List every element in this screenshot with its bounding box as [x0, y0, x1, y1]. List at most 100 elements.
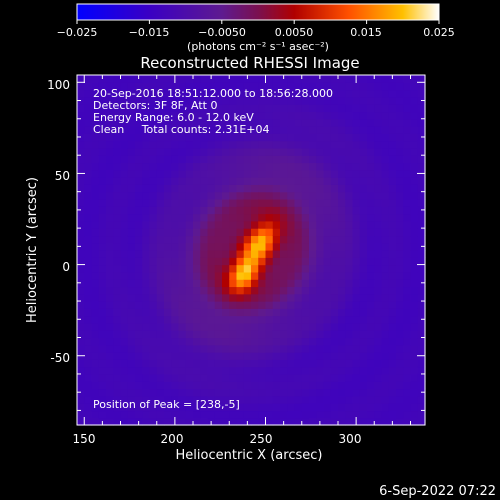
heatmap-pixel	[77, 271, 85, 280]
heatmap-pixel	[309, 330, 317, 339]
heatmap-pixel	[309, 359, 317, 368]
heatmap-pixel	[280, 177, 288, 185]
heatmap-pixel	[113, 381, 122, 390]
heatmap-pixel	[156, 198, 165, 207]
heatmap-pixel	[214, 220, 223, 229]
heatmap-pixel	[374, 191, 383, 200]
heatmap-pixel	[287, 177, 296, 185]
heatmap-pixel	[120, 96, 129, 105]
heatmap-pixel	[258, 75, 267, 83]
heatmap-pixel	[367, 111, 375, 120]
heatmap-pixel	[258, 395, 267, 404]
heatmap-pixel	[258, 191, 267, 200]
heatmap-pixel	[338, 344, 346, 353]
heatmap-pixel	[410, 155, 419, 164]
heatmap-pixel	[410, 373, 419, 382]
heatmap-pixel	[200, 162, 209, 171]
heatmap-pixel	[294, 373, 303, 382]
heatmap-pixel	[142, 279, 151, 288]
heatmap-pixel	[142, 169, 151, 178]
heatmap-pixel	[84, 133, 93, 142]
heatmap-pixel	[388, 96, 397, 105]
heatmap-pixel	[258, 126, 267, 134]
heatmap-pixel	[294, 126, 303, 134]
heatmap-pixel	[381, 75, 390, 83]
heatmap-pixel	[127, 228, 136, 237]
heatmap-pixel	[294, 322, 303, 331]
heatmap-pixel	[178, 388, 187, 397]
heatmap-pixel	[388, 111, 397, 120]
heatmap-pixel	[127, 155, 136, 164]
heatmap-pixel	[287, 279, 296, 288]
heatmap-pixel	[258, 403, 267, 412]
heatmap-pixel	[323, 169, 332, 178]
heatmap-pixel	[77, 359, 85, 368]
heatmap-pixel	[338, 330, 346, 339]
heatmap-pixel	[243, 162, 252, 171]
heatmap-pixel	[149, 242, 158, 251]
heatmap-pixel	[135, 235, 143, 244]
heatmap-pixel	[316, 111, 325, 120]
heatmap-pixel	[338, 220, 346, 229]
heatmap-pixel	[309, 96, 317, 105]
heatmap-pixel	[207, 388, 216, 397]
heatmap-pixel	[98, 82, 107, 91]
heatmap-pixel	[113, 417, 122, 426]
heatmap-pixel	[388, 388, 397, 397]
heatmap-pixel	[120, 388, 129, 397]
heatmap-pixel	[84, 293, 93, 302]
heatmap-pixel	[265, 417, 274, 426]
heatmap-pixel	[294, 177, 303, 185]
heatmap-pixel	[287, 322, 296, 331]
heatmap-pixel	[396, 75, 404, 83]
heatmap-pixel	[381, 417, 390, 426]
heatmap-pixel	[396, 177, 404, 185]
heatmap-pixel	[236, 250, 245, 258]
heatmap-pixel	[265, 242, 274, 251]
heatmap-pixel	[106, 322, 114, 331]
heatmap-pixel	[294, 250, 303, 258]
heatmap-pixel	[193, 293, 201, 302]
heatmap-pixel	[142, 403, 151, 412]
heatmap-pixel	[316, 82, 325, 91]
heatmap-pixel	[91, 417, 100, 426]
heatmap-pixel	[207, 82, 216, 91]
heatmap-pixel	[265, 155, 274, 164]
heatmap-pixel	[403, 395, 412, 404]
heatmap-pixel	[149, 228, 158, 237]
heatmap-pixel	[374, 373, 383, 382]
heatmap-pixel	[338, 271, 346, 280]
heatmap-pixel	[323, 417, 332, 426]
heatmap-pixel	[127, 388, 136, 397]
heatmap-pixel	[330, 118, 339, 127]
heatmap-pixel	[185, 220, 194, 229]
heatmap-pixel	[330, 104, 339, 113]
heatmap-pixel	[309, 308, 317, 317]
heatmap-pixel	[251, 410, 259, 419]
heatmap-pixel	[106, 366, 114, 375]
heatmap-pixel	[359, 388, 368, 397]
heatmap-pixel	[403, 140, 412, 149]
heatmap-pixel	[367, 104, 375, 113]
heatmap-pixel	[135, 184, 143, 193]
heatmap-pixel	[149, 126, 158, 134]
heatmap-pixel	[381, 271, 390, 280]
heatmap-pixel	[222, 75, 230, 83]
heatmap-pixel	[178, 344, 187, 353]
heatmap-pixel	[367, 322, 375, 331]
heatmap-pixel	[417, 111, 426, 120]
heatmap-pixel	[359, 403, 368, 412]
heatmap-pixel	[91, 213, 100, 222]
heatmap-pixel	[258, 118, 267, 127]
heatmap-pixel	[345, 213, 354, 222]
heatmap-pixel	[135, 293, 143, 302]
heatmap-pixel	[265, 126, 274, 134]
heatmap-pixel	[127, 111, 136, 120]
heatmap-pixel	[84, 169, 93, 178]
heatmap-pixel	[229, 293, 238, 302]
heatmap-pixel	[417, 322, 426, 331]
heatmap-pixel	[272, 337, 281, 346]
heatmap-pixel	[251, 257, 259, 266]
heatmap-pixel	[207, 403, 216, 412]
heatmap-pixel	[243, 235, 252, 244]
